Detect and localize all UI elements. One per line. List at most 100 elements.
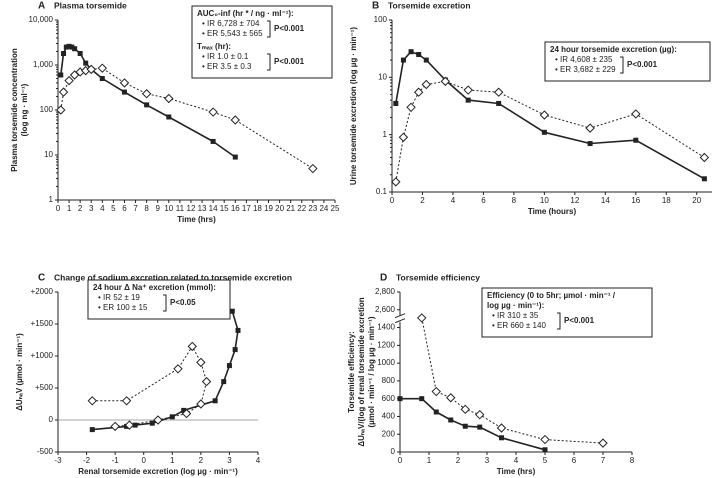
- point: [433, 409, 439, 415]
- annotation-box: 24 hour torsemide excretion (µg):• IR 4,…: [544, 41, 711, 82]
- y-tick-label: 0.1: [376, 187, 388, 196]
- x-tick-label: 13: [198, 204, 207, 213]
- panel-letter: A: [38, 1, 45, 12]
- y-tick-label: 10: [378, 72, 387, 81]
- x-axis-title: Renal torsemide excretion (log µg · min⁻…: [78, 467, 238, 476]
- point: [496, 423, 507, 433]
- heading: Efficiency (0 to 5hr; µmol · min⁻¹ /: [487, 291, 616, 300]
- point: [232, 154, 238, 160]
- x-tick-label: 5: [111, 204, 116, 213]
- x-tick-label: 3: [89, 204, 94, 213]
- x-tick-label: 4: [451, 196, 456, 205]
- box-item: • ER 660 ± 140: [492, 321, 546, 330]
- x-tick-label: 2: [199, 456, 204, 465]
- point: [460, 404, 470, 415]
- point: [86, 64, 96, 75]
- x-tick-label: 2: [420, 196, 425, 205]
- y-tick-label: 1: [49, 195, 54, 204]
- y-tick-label: 1400: [377, 323, 395, 332]
- x-tick-label: 1: [427, 456, 432, 465]
- point: [212, 398, 218, 404]
- point: [413, 87, 424, 97]
- x-tick-label: 12: [570, 196, 579, 205]
- y-tick-label: 100: [40, 105, 54, 114]
- point: [66, 43, 72, 49]
- point: [542, 447, 548, 453]
- x-tick-label: 7: [133, 204, 138, 213]
- point: [393, 100, 399, 106]
- panel-title: Plasma torsemide: [54, 0, 127, 10]
- point: [701, 176, 707, 182]
- x-tick-label: 6: [572, 456, 577, 465]
- point: [83, 60, 89, 66]
- y-tick-label: +500: [35, 383, 54, 392]
- point: [633, 137, 639, 143]
- point: [587, 141, 593, 147]
- panel-title: Change of sodium excretion related to to…: [54, 272, 292, 282]
- point: [229, 308, 235, 314]
- series-line: [395, 80, 705, 182]
- point: [201, 376, 212, 387]
- x-tick-label: 23: [308, 204, 317, 213]
- panel-title: Torsemide excretion: [388, 0, 471, 10]
- box-frame: [544, 41, 711, 82]
- point: [208, 107, 218, 117]
- point: [465, 97, 471, 103]
- y-axis-title: Torsemide efficiency:: [347, 331, 356, 413]
- heading: 24 hour Δ Na⁺ excretion (mmol):: [93, 283, 216, 292]
- point: [169, 414, 175, 420]
- series-line: [60, 67, 314, 169]
- box-frame: [191, 5, 333, 79]
- point: [448, 417, 454, 423]
- p-value: P<0.001: [627, 60, 658, 69]
- x-tick-label: 0: [390, 196, 395, 205]
- point: [391, 177, 401, 187]
- p-value: P<0.001: [274, 24, 305, 33]
- panel-letter: D: [380, 273, 387, 284]
- y-axis-title: ΔUₙₐV/(log of renal torsemide excretion: [357, 297, 366, 446]
- point: [69, 44, 75, 50]
- x-tick-label: 1: [170, 456, 175, 465]
- point: [99, 76, 105, 82]
- y-axis-title: ΔUₙₐV (µmol · min⁻¹): [15, 333, 24, 411]
- point: [132, 422, 138, 428]
- x-tick-label: 0: [141, 456, 146, 465]
- x-tick-label: 2: [78, 204, 83, 213]
- box-item: • IR 52 ± 19: [98, 293, 140, 302]
- x-tick-label: 0: [56, 204, 61, 213]
- point: [417, 313, 427, 323]
- x-tick-label: 16: [631, 196, 640, 205]
- x-tick-label: 4: [514, 456, 519, 465]
- x-tick-label: 4: [256, 456, 261, 465]
- point: [235, 327, 241, 333]
- bracket: [163, 294, 167, 312]
- point: [141, 89, 152, 99]
- x-tick-label: 18: [662, 196, 671, 205]
- point: [699, 152, 710, 163]
- x-tick-label: 21: [286, 204, 295, 213]
- x-tick-label: 20: [275, 204, 284, 213]
- annotation-box: Efficiency (0 to 5hr; µmol · min⁻¹ /log …: [481, 287, 653, 338]
- x-tick-label: 22: [297, 204, 306, 213]
- point: [173, 364, 183, 374]
- x-tick-label: 8: [630, 456, 635, 465]
- x-tick-label: 8: [144, 204, 149, 213]
- point: [400, 57, 406, 63]
- x-tick-label: 17: [242, 204, 251, 213]
- point: [64, 75, 74, 86]
- box-frame: [87, 279, 231, 320]
- x-tick-label: 25: [331, 204, 340, 213]
- point: [181, 408, 192, 419]
- point: [181, 407, 187, 413]
- x-axis-title: Time (hours): [528, 207, 577, 216]
- point: [121, 396, 132, 406]
- point: [56, 105, 66, 115]
- point: [423, 57, 429, 63]
- y-tick-label: 0: [391, 447, 396, 456]
- y-tick-label: 600: [382, 394, 396, 403]
- x-tick-label: 3: [227, 456, 232, 465]
- p-value: P<0.001: [564, 316, 595, 325]
- point: [196, 399, 206, 409]
- x-tick-label: 6: [481, 196, 486, 205]
- x-tick-label: 10: [540, 196, 549, 205]
